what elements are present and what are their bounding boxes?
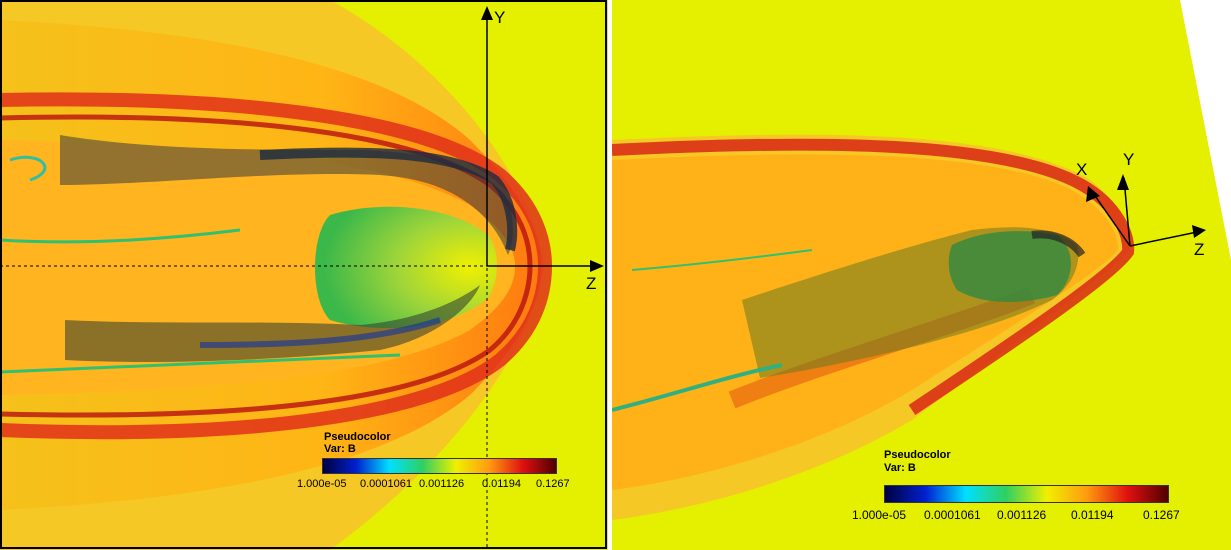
y-axis-label: Y (494, 8, 506, 27)
colorbar (322, 458, 557, 474)
x-axis-label: X (1076, 160, 1088, 179)
colorbar-tick: 0.01194 (482, 478, 521, 490)
colorbar-tick: 0.0001061 (360, 478, 412, 490)
y-axis-label: Y (1123, 150, 1135, 169)
colorbar-tick: 0.001126 (997, 508, 1047, 522)
colorbar-tick: 1.000e-05 (297, 478, 347, 490)
colorbar-tick: 0.01194 (1071, 508, 1114, 522)
z-axis-label: Z (586, 274, 597, 293)
right-view-panel: X Y Z Pseudocolor Var: B 1.000e-05 0.000… (612, 0, 1231, 550)
left-field-plot (0, 0, 608, 550)
legend-var: Var: B (884, 462, 916, 474)
legend-title: Pseudocolor (324, 431, 391, 443)
colorbar-tick: 0.1267 (536, 478, 570, 490)
colorbar-tick: 0.001126 (419, 478, 465, 490)
legend-title: Pseudocolor (884, 449, 951, 461)
colorbar-tick: 0.0001061 (924, 508, 981, 522)
colorbar-tick: 1.000e-05 (852, 508, 907, 522)
colorbar-tick: 0.1267 (1143, 508, 1180, 522)
legend-var: Var: B (324, 443, 356, 455)
z-axis-label: Z (1194, 240, 1205, 259)
colorbar (884, 485, 1169, 503)
left-view-panel: Y Z Pseudocolor Var: B 1.000e-05 0.00010… (0, 0, 608, 550)
right-field-plot (612, 0, 1231, 550)
